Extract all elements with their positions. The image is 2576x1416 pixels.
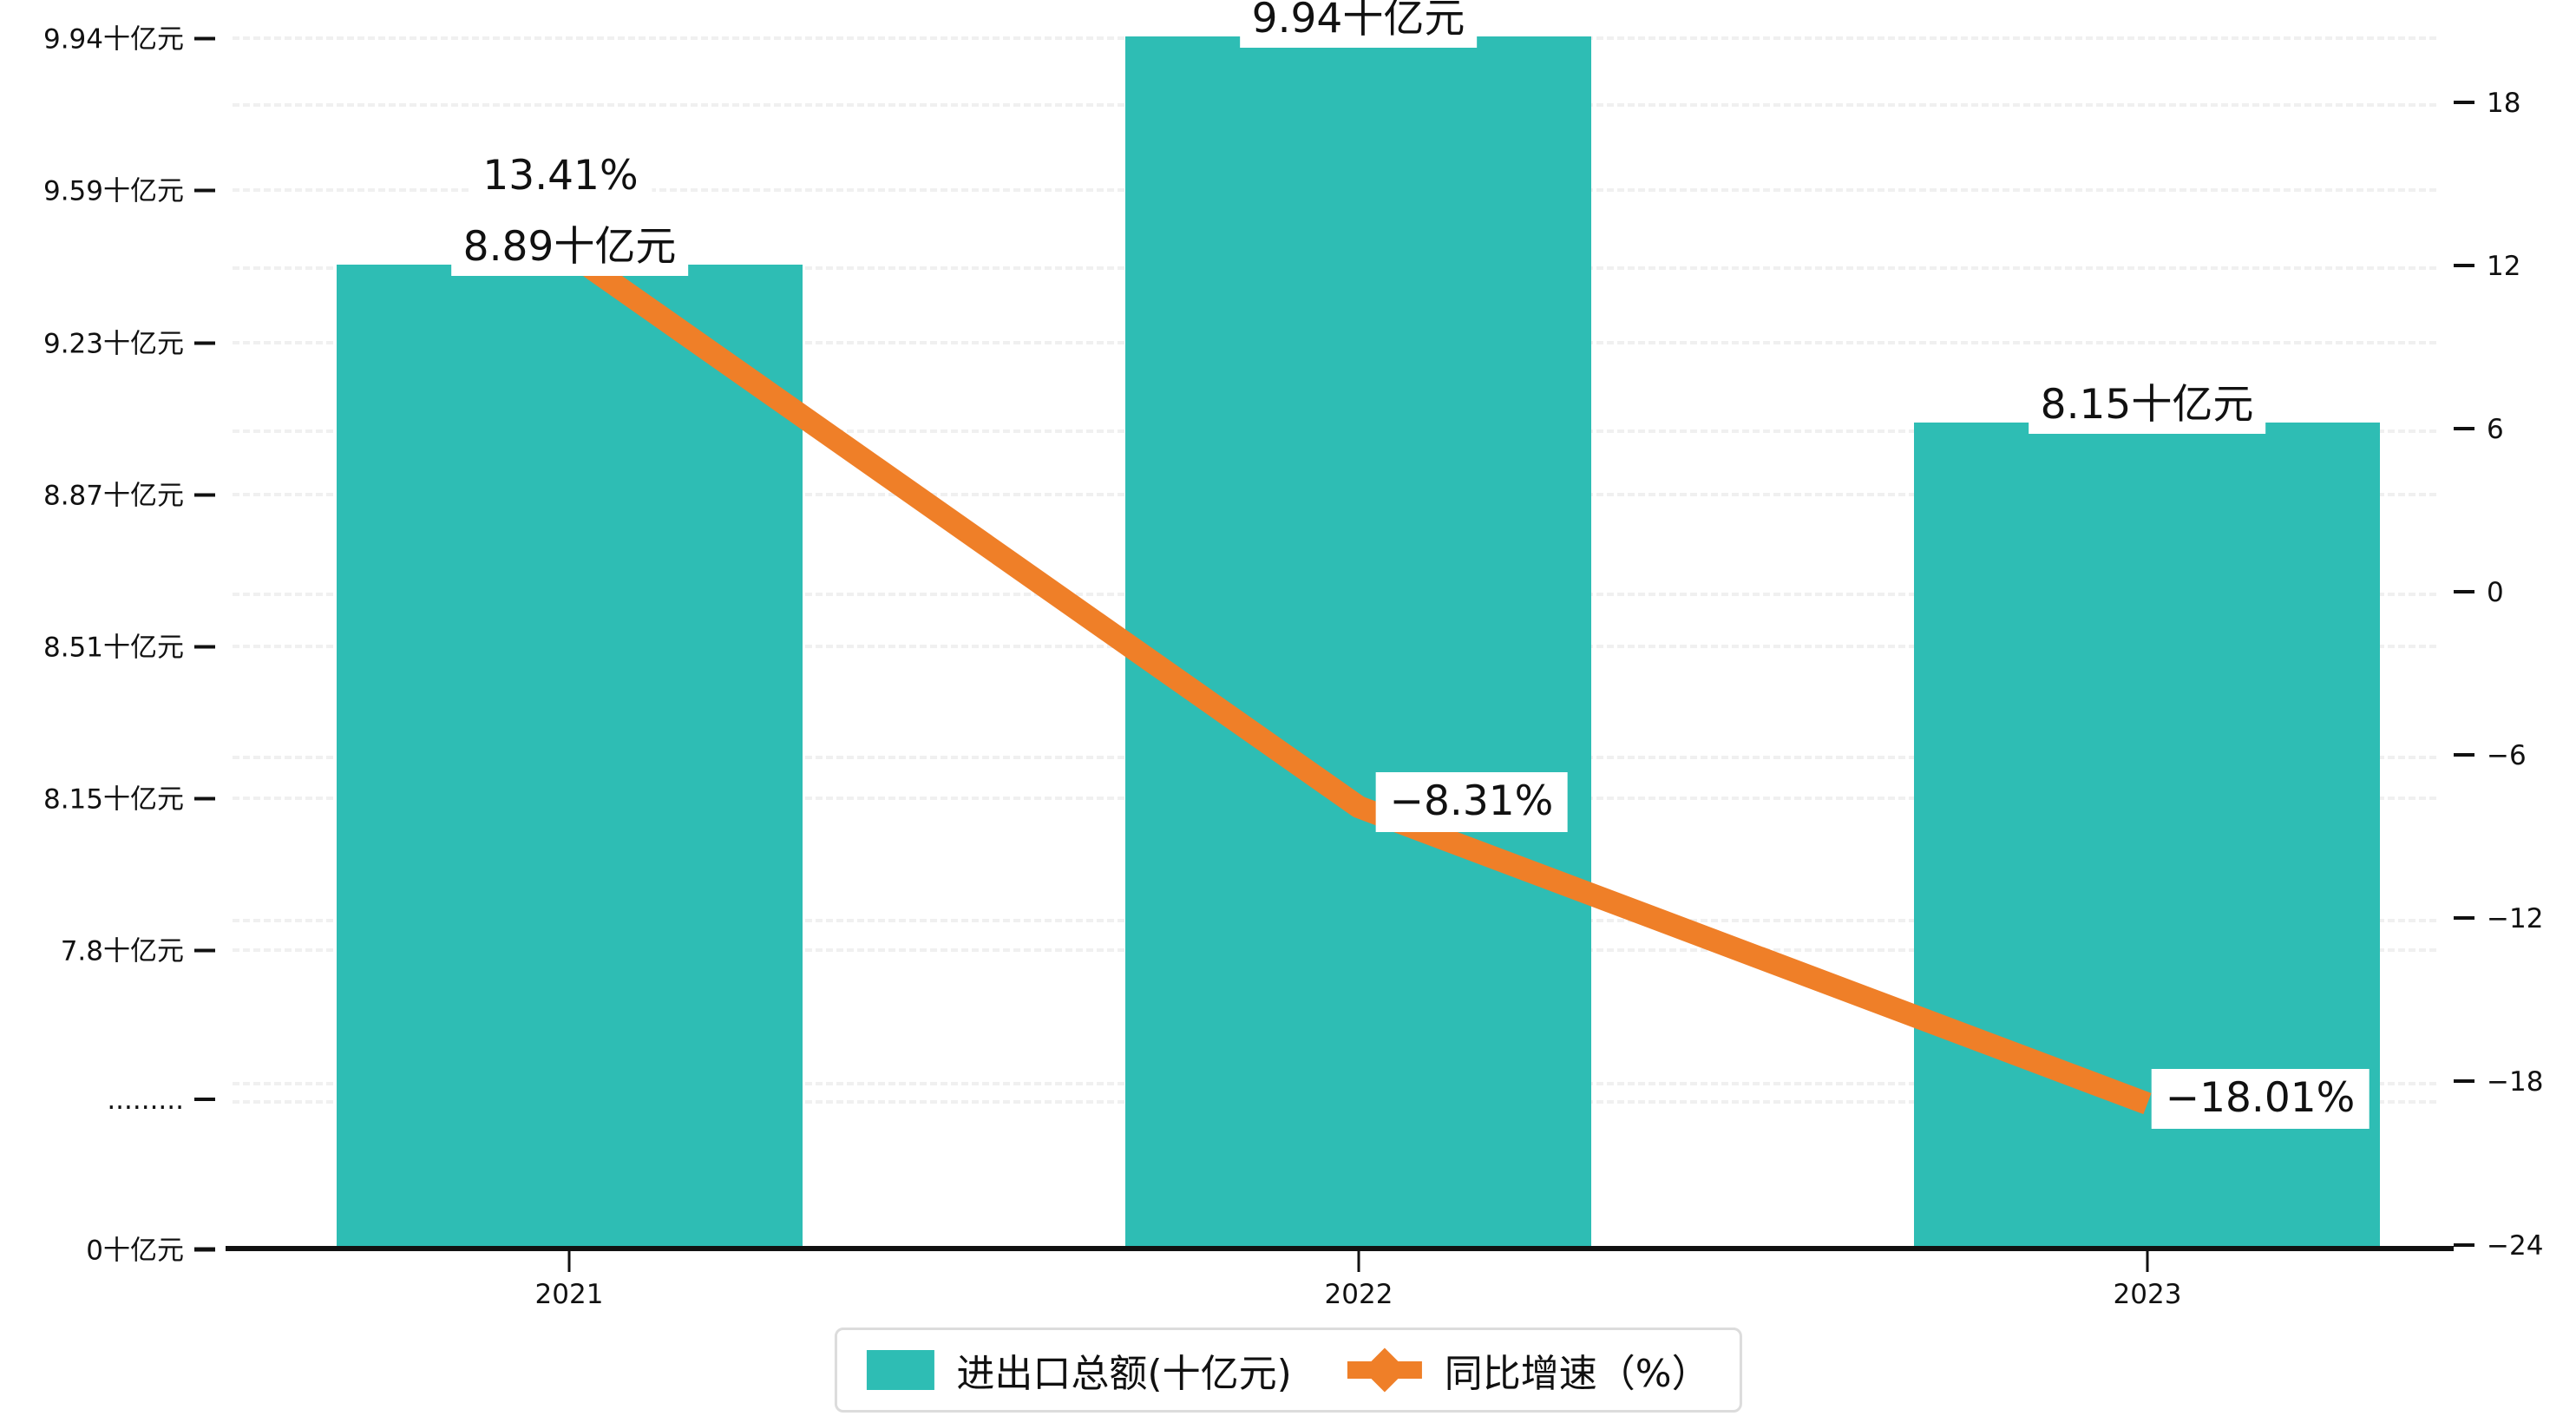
tick-dash-icon — [2454, 915, 2474, 920]
left-axis-tick: 9.59十亿元 — [43, 169, 215, 208]
x-axis-tick-mark — [2146, 1251, 2149, 1272]
left-axis-tick: 0十亿元 — [86, 1229, 215, 1268]
bar-value-label-2021: 8.89十亿元 — [450, 220, 689, 277]
bar-value-label-2023: 8.15十亿元 — [2028, 377, 2266, 435]
right-axis-tick-label: 18 — [2487, 88, 2521, 119]
tick-dash-icon — [194, 796, 215, 800]
right-axis-tick: 0 — [2454, 577, 2504, 608]
legend-item-label: 同比增速（%） — [1444, 1352, 1710, 1396]
right-axis-tick-label: 12 — [2487, 251, 2521, 282]
tick-dash-icon — [194, 188, 215, 192]
right-axis-tick: 6 — [2454, 414, 2504, 445]
left-axis-tick: 8.15十亿元 — [43, 777, 215, 816]
left-axis-tick-label: 8.87十亿元 — [43, 480, 184, 512]
x-axis-label-2021: 2021 — [534, 1279, 604, 1310]
left-axis-tick-label: ......... — [107, 1085, 184, 1116]
right-axis-tick-label: −12 — [2487, 903, 2544, 934]
x-axis-label-2023: 2023 — [2113, 1279, 2182, 1310]
tick-dash-icon — [2454, 263, 2474, 267]
right-axis-tick-label: 0 — [2487, 577, 2504, 608]
legend-bar-swatch-icon — [866, 1350, 934, 1390]
tick-dash-icon — [194, 948, 215, 952]
left-axis-tick-label: 0十亿元 — [86, 1235, 184, 1267]
left-axis-tick: 9.94十亿元 — [43, 17, 215, 56]
legend-line-diamond-icon — [1347, 1347, 1422, 1393]
left-axis-tick: ......... — [107, 1085, 215, 1116]
right-axis-tick: −18 — [2454, 1066, 2543, 1098]
right-axis-tick: −6 — [2454, 740, 2527, 771]
tick-dash-icon — [194, 645, 215, 648]
legend-item-label: 进出口总额(十亿元) — [956, 1352, 1292, 1396]
tick-dash-icon — [2454, 426, 2474, 430]
line-value-label-2021: 13.41% — [469, 147, 652, 207]
tick-dash-icon — [2454, 1242, 2474, 1247]
bar-2022[interactable] — [1125, 36, 1591, 1248]
right-axis-tick-label: −18 — [2487, 1066, 2544, 1098]
left-axis-tick-label: 7.8十亿元 — [60, 935, 184, 967]
left-axis-tick: 8.51十亿元 — [43, 626, 215, 665]
legend-item-import-export[interactable]: 进出口总额(十亿元) — [866, 1342, 1292, 1398]
left-axis-tick: 9.23十亿元 — [43, 322, 215, 361]
left-axis-tick: 7.8十亿元 — [61, 929, 215, 968]
left-axis-tick-label: 8.51十亿元 — [43, 632, 184, 664]
right-axis-tick: −24 — [2454, 1230, 2543, 1262]
tick-dash-icon — [2454, 589, 2474, 593]
tick-dash-icon — [2454, 100, 2474, 104]
left-axis-tick-label: 8.15十亿元 — [43, 783, 184, 816]
right-axis-tick: −12 — [2454, 903, 2543, 934]
tick-dash-icon — [2454, 752, 2474, 757]
line-value-label-2022: −8.31% — [1375, 772, 1568, 833]
right-axis-tick: 18 — [2454, 88, 2520, 119]
tick-dash-icon — [194, 341, 215, 344]
tick-dash-icon — [2454, 1078, 2474, 1083]
tick-dash-icon — [194, 493, 215, 496]
x-axis-tick-mark — [567, 1251, 571, 1272]
right-axis-tick-label: −6 — [2487, 740, 2527, 771]
x-axis-label-2022: 2022 — [1324, 1279, 1393, 1310]
left-axis-tick-label: 9.94十亿元 — [43, 23, 184, 56]
tick-dash-icon — [194, 1247, 215, 1252]
right-axis-tick: 12 — [2454, 251, 2520, 282]
tick-dash-icon — [194, 1097, 215, 1101]
bar-value-label-2022: 9.94十亿元 — [1239, 0, 1478, 49]
left-axis-tick-label: 9.59十亿元 — [43, 175, 184, 207]
right-axis-tick-label: −24 — [2487, 1230, 2544, 1262]
legend-item-growth-rate[interactable]: 同比增速（%） — [1347, 1342, 1710, 1398]
line-value-label-2023: −18.01% — [2151, 1069, 2370, 1130]
left-axis-tick: 8.87十亿元 — [43, 474, 215, 513]
tick-dash-icon — [194, 36, 215, 40]
bar-2021[interactable] — [337, 265, 803, 1248]
right-axis-tick-label: 6 — [2487, 414, 2504, 445]
left-axis-tick-label: 9.23十亿元 — [43, 328, 184, 360]
x-axis-baseline — [226, 1246, 2454, 1251]
chart-legend[interactable]: 进出口总额(十亿元) 同比增速（%） — [834, 1328, 1742, 1413]
x-axis-tick-mark — [1357, 1251, 1360, 1272]
